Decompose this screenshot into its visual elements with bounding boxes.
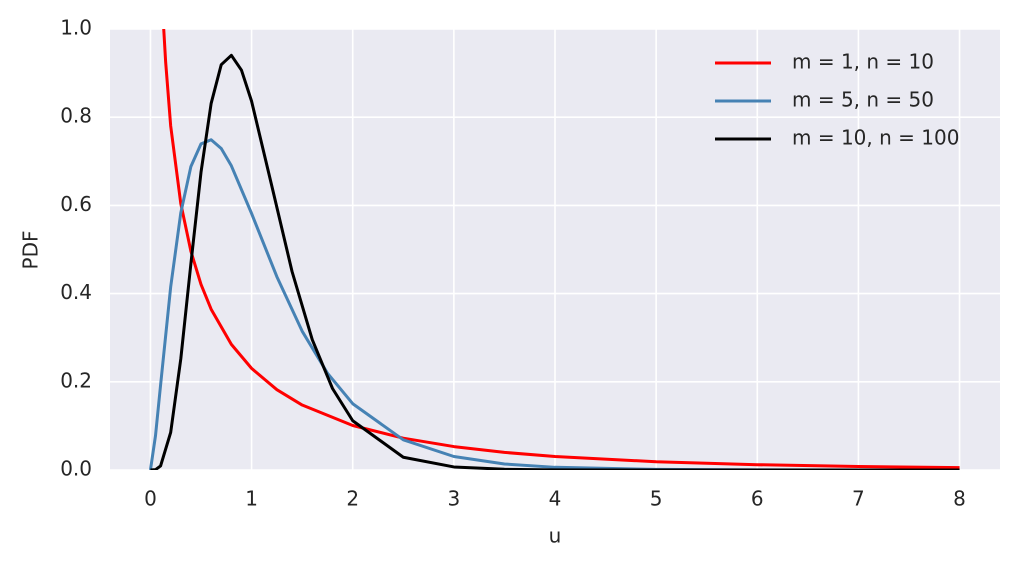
series-line — [148, 138, 960, 470]
x-tick-label: 4 — [549, 487, 562, 511]
x-tick-label: 5 — [650, 487, 663, 511]
x-tick-label: 2 — [346, 487, 359, 511]
x-tick-label: 7 — [852, 487, 865, 511]
legend-label: m = 5, n = 50 — [792, 88, 934, 112]
y-tick-label: 0.6 — [60, 192, 92, 216]
legend: m = 1, n = 10 m = 5, n = 50 m = 10, n = 10… — [715, 50, 959, 150]
x-tick-label: 6 — [751, 487, 764, 511]
y-axis-label: PDF — [19, 231, 43, 270]
x-tick-label: 0 — [144, 487, 157, 511]
x-tick-label: 1 — [245, 487, 258, 511]
y-tick-label: 0.2 — [60, 368, 92, 392]
y-tick-label: 0.8 — [60, 104, 92, 128]
lines — [148, 29, 960, 470]
y-tick-label: 0.0 — [60, 457, 92, 481]
legend-label: m = 1, n = 10 — [792, 50, 934, 74]
x-axis-label: u — [549, 524, 562, 548]
x-tick-label: 8 — [953, 487, 966, 511]
series-line — [150, 53, 960, 470]
legend-label: m = 10, n = 100 — [792, 126, 959, 150]
y-tick-label: 1.0 — [60, 16, 92, 40]
x-tick-label: 3 — [447, 487, 460, 511]
y-tick-label: 0.4 — [60, 280, 92, 304]
